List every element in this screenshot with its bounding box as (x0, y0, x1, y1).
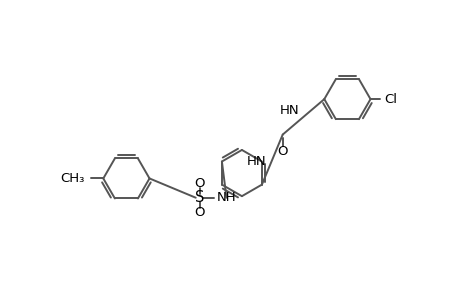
Text: O: O (277, 145, 287, 158)
Text: S: S (195, 190, 204, 205)
Text: CH₃: CH₃ (60, 172, 84, 185)
Text: HN: HN (280, 104, 299, 117)
Text: O: O (194, 177, 204, 190)
Text: NH: NH (216, 191, 235, 204)
Text: Cl: Cl (384, 93, 397, 106)
Text: O: O (194, 206, 204, 219)
Text: HN: HN (246, 154, 266, 168)
